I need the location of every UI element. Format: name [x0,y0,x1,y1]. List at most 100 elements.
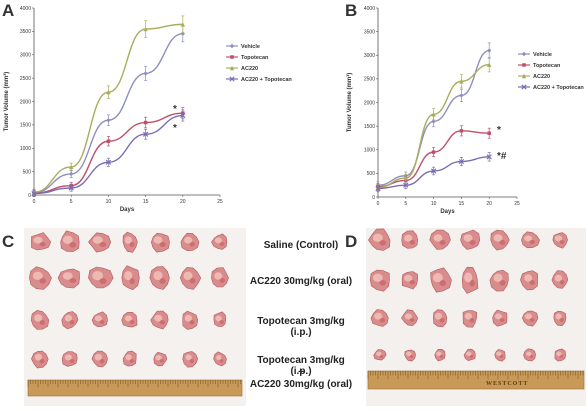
label-combo-line3: AC220 30mg/kg (oral) [249,379,353,390]
x-tick-label: 25 [514,201,520,207]
tumor-shadow [39,278,47,284]
marker-triangle [521,73,527,79]
significance-marker: * [497,125,501,136]
tumor-c-r3c1 [30,310,50,330]
tumor-highlight [463,234,473,242]
y-tick-label: 0 [372,195,375,201]
legend-label: Topotecan [533,63,561,69]
y-tick-label: 2000 [364,100,375,106]
tumor-c-r1c5 [151,232,170,253]
tumor-shadow [99,320,105,324]
x-tick-label: 10 [431,201,437,207]
marker-diamond [69,171,74,177]
tumor-highlight [493,234,503,242]
tumor-highlight [94,315,102,322]
tumor-shadow [99,242,107,247]
significance-marker: * [173,123,177,134]
tumor-shadow [69,278,77,283]
tumor-highlight [404,313,412,320]
marker-x [430,168,437,174]
tumor-highlight [32,271,43,280]
tumor-c-r4c4 [122,350,137,367]
y-axis-title: Tumor Volume (mm³) [346,73,353,132]
tumor-highlight [64,354,72,361]
tumor-shadow [409,355,414,358]
tumor-shadow [69,320,75,325]
tumor-highlight [214,237,222,244]
tumor-shadow [69,242,77,248]
tumor-highlight [434,312,442,320]
x-tick-label: 25 [217,199,223,205]
y-tick-label: 4000 [364,6,375,12]
chart-b-tumor-volume: 0 500 1000 1500 2000 2500 3000 3500 4000 0 5 10 15 20… [346,6,584,215]
label-combo-line1: Topotecan 3mg/kg (i.p.) [257,355,345,377]
marker-square [459,129,464,133]
tumor-c-r2c4 [121,265,140,290]
marker-diamond [459,93,464,98]
tumor-highlight [496,351,502,357]
tumor-shadow [499,280,506,286]
y-tick-label: 4000 [20,6,31,12]
y-tick-label: 3000 [364,53,375,59]
x-tick-label: 5 [404,201,407,207]
ruler-brand-text: WESTCOTT [486,381,528,387]
tumor-d-r1c4 [460,229,481,250]
tumor-c-r1c6 [180,232,200,251]
tumor-d-r4c7 [554,348,566,362]
tumor-highlight [404,274,413,282]
tumor-highlight [124,236,132,244]
tumor-shadow [529,318,535,322]
tumor-shadow [159,320,165,325]
tumor-c-r4c7 [213,351,227,367]
label-ac220-oral: AC220 30mg/kg (oral) [249,276,353,287]
chart-a-tumor-volume: 0 500 1000 1500 2000 2500 3000 3500 4000 0 5 10 15 20… [3,6,292,213]
tumor-shadow [439,280,447,286]
tumor-shadow [499,355,504,358]
tumor-shadow [439,318,445,323]
tumor-shadow [129,320,135,324]
tumor-c-r3c4 [121,312,138,328]
series-ac220 [31,15,185,196]
marker-triangle [487,62,492,67]
tumor-c-r4c2 [61,351,78,367]
series-line [33,114,183,195]
tumor-c-r2c7 [211,267,229,288]
marker-diamond [521,51,527,57]
series-topotecan [376,125,491,191]
legend-label: Topotecan [241,55,269,61]
tumor-highlight [216,354,222,361]
ruler-body [27,379,243,397]
marker-triangle [229,65,235,71]
tumor-highlight [554,274,562,282]
tumor-highlight [406,351,412,357]
tumor-highlight [184,236,193,244]
marker-square [431,150,436,154]
marker-diamond [431,119,436,124]
tumor-shadow [499,318,505,322]
marker-triangle [403,175,408,181]
tumor-c-r2c2 [57,268,80,289]
legend-label: AC220 + Topotecan [241,77,292,83]
marker-x [105,159,112,165]
x-tick-label: 0 [377,201,380,207]
tumor-d-r4c2 [404,349,416,362]
tumor-highlight [92,271,103,281]
legend-label: AC220 + Topotecan [533,85,584,91]
x-tick-label: 0 [33,199,36,205]
tumor-highlight [64,314,72,322]
significance-marker: * [173,104,177,115]
y-tick-label: 1500 [364,124,375,130]
tumor-c-r1c4 [122,231,138,253]
y-tick-label: 3000 [20,53,31,59]
tumor-shadow [159,242,166,247]
tumor-c-r2c5 [149,266,170,290]
tumor-shadow [469,355,474,358]
tumor-shadow [559,240,565,244]
x-tick-label: 5 [70,199,73,205]
tumor-shadow [379,240,387,246]
tumor-shadow [219,320,224,324]
tumor-shadow [409,318,415,322]
tumor-d-r3c7 [553,310,567,326]
x-axis-title: Days [440,209,455,215]
tumor-d-r4c4 [463,348,476,361]
